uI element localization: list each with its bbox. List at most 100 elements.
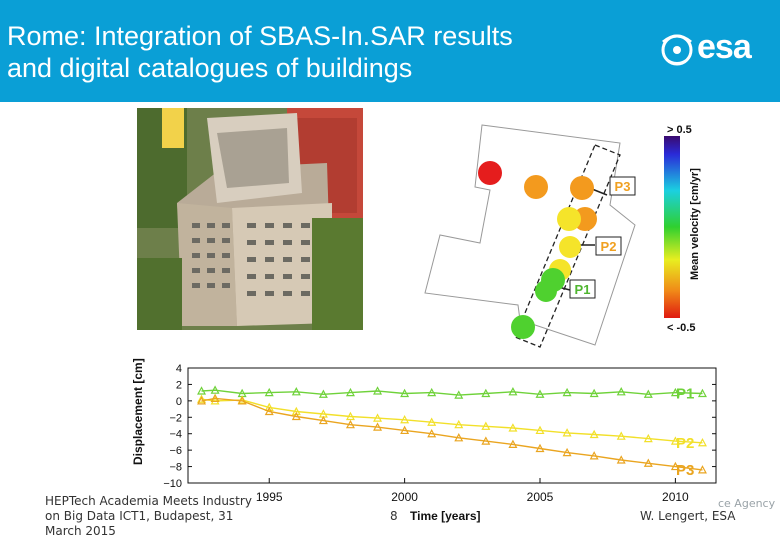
data-point [589, 451, 599, 460]
label-p1: P1 [575, 282, 591, 297]
data-point [291, 411, 301, 421]
footer-event: HEPTech Academia Meets Industry on Big D… [45, 494, 285, 539]
ps-point [557, 207, 581, 231]
y-tick-label: −4 [169, 429, 182, 441]
data-point [508, 423, 518, 432]
data-point [697, 437, 707, 447]
data-point [508, 439, 518, 448]
series-label-p1: P1 [676, 385, 694, 402]
data-point [616, 387, 626, 396]
data-point [562, 428, 572, 437]
colorbar-top-label: > 0.5 [667, 124, 692, 136]
ps-point [559, 236, 581, 258]
data-point [197, 396, 207, 405]
data-point [264, 406, 274, 416]
data-point [427, 428, 437, 438]
y-axis-label: Displacement [cm] [131, 358, 145, 465]
data-point [589, 429, 599, 439]
data-point [264, 402, 274, 412]
data-point [697, 465, 707, 474]
footer-author: W. Lengert, ESA [640, 509, 736, 523]
data-point [427, 417, 437, 426]
data-point [481, 421, 491, 430]
colorbar-bottom-label: < -0.5 [667, 322, 695, 334]
ps-point [570, 176, 594, 200]
esa-swirl-icon [661, 34, 693, 66]
data-point [643, 389, 653, 398]
data-point [291, 406, 301, 416]
data-point [400, 388, 410, 398]
ps-point [524, 175, 548, 199]
data-point [562, 387, 572, 397]
data-point [697, 388, 707, 398]
data-point [454, 390, 464, 399]
data-point [373, 386, 383, 395]
data-point [197, 386, 207, 395]
esa-logo-text: esa [697, 28, 752, 66]
data-point [373, 422, 383, 431]
label-box-p2 [595, 236, 622, 256]
footer-event-line2: on Big Data ICT1, Budapest, 31 [45, 509, 234, 523]
ps-point [535, 280, 557, 302]
data-point [210, 393, 220, 402]
data-point [616, 455, 626, 464]
series-label-p3: P3 [676, 462, 694, 479]
data-point [481, 388, 491, 398]
footer-event-line3: March 2015 [45, 524, 116, 538]
data-point [345, 387, 355, 397]
label-box-p3 [609, 176, 636, 196]
series-line-p3 [201, 397, 703, 471]
x-tick-label: 2010 [662, 490, 689, 504]
data-point [210, 396, 220, 405]
slide-title-line2: and digital catalogues of buildings [7, 53, 413, 83]
data-point [562, 447, 572, 457]
building-outline [424, 124, 636, 346]
x-tick-label: 2000 [391, 490, 418, 504]
displacement-chart: 4 2 0 −2 −4 −6 −8 −10 1995 2000 2005 2010 P1 P2 P3 Di… [131, 358, 717, 523]
y-tick-label: −6 [169, 445, 182, 457]
data-point [535, 389, 545, 398]
data-point [643, 433, 653, 443]
building-footprint-map: P3 P2 P1 [424, 124, 636, 348]
data-point [535, 443, 545, 453]
colorbar-axis-label: Mean velocity [cm/yr] [689, 168, 701, 280]
data-point [197, 394, 207, 403]
ps-point [478, 161, 502, 185]
ps-point [511, 315, 535, 339]
label-box-p1 [569, 279, 596, 299]
data-point [345, 411, 355, 421]
data-point [264, 387, 274, 397]
slide-title-line1: Rome: Integration of SBAS-In.SAR results [7, 21, 513, 51]
plot-frame [187, 367, 717, 484]
profile-dashed-box [514, 144, 621, 348]
data-point [481, 436, 491, 445]
data-point [616, 431, 626, 440]
data-point [535, 425, 545, 435]
data-point [400, 425, 410, 435]
y-tick-label: −8 [169, 462, 182, 474]
y-tick-label: 2 [176, 379, 182, 391]
series-label-p2: P2 [676, 435, 694, 452]
data-point [318, 415, 328, 425]
data-point [670, 387, 680, 397]
agency-fragment: ce Agency [718, 497, 776, 510]
data-point [670, 461, 680, 471]
header-bar: Rome: Integration of SBAS-In.SAR results… [0, 0, 780, 102]
page-number: 8 [390, 509, 398, 523]
slide-title: Rome: Integration of SBAS-In.SAR results… [7, 20, 647, 84]
data-point [670, 436, 680, 445]
x-tick-label: 1995 [256, 490, 283, 504]
velocity-colorbar: > 0.5 < -0.5 Mean velocity [cm/yr] [664, 124, 701, 334]
data-point [427, 387, 437, 397]
data-point [454, 419, 464, 429]
data-point [237, 396, 247, 405]
y-tick-label: −2 [169, 412, 182, 424]
series-line-p1 [201, 389, 703, 396]
x-axis-label: Time [years] [410, 509, 480, 523]
series-line-p2 [201, 398, 703, 444]
label-p2: P2 [601, 239, 617, 254]
y-tick-label: 0 [176, 396, 182, 408]
data-point [643, 458, 653, 467]
label-p3: P3 [615, 179, 631, 194]
data-point [454, 433, 464, 442]
